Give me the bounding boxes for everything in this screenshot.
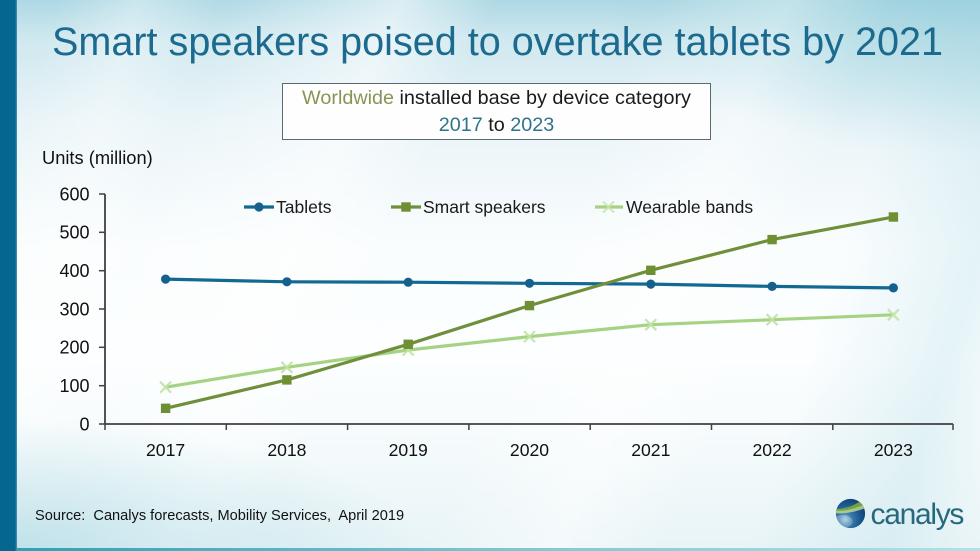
svg-text:2017: 2017 <box>146 440 185 460</box>
svg-text:300: 300 <box>59 299 89 319</box>
svg-text:2023: 2023 <box>874 440 913 460</box>
svg-text:2018: 2018 <box>267 440 306 460</box>
svg-text:500: 500 <box>59 223 89 243</box>
svg-text:2019: 2019 <box>389 440 428 460</box>
svg-text:Tablets: Tablets <box>276 197 332 217</box>
svg-text:400: 400 <box>59 261 89 281</box>
svg-text:600: 600 <box>59 184 89 204</box>
svg-text:Wearable bands: Wearable bands <box>626 197 753 217</box>
svg-text:2021: 2021 <box>631 440 670 460</box>
svg-text:2022: 2022 <box>753 440 792 460</box>
svg-text:0: 0 <box>79 414 89 434</box>
svg-text:2020: 2020 <box>510 440 549 460</box>
svg-text:canalys: canalys <box>871 498 964 531</box>
svg-text:100: 100 <box>59 376 89 396</box>
svg-text:Smart speakers: Smart speakers <box>423 197 546 217</box>
svg-text:200: 200 <box>59 338 89 358</box>
